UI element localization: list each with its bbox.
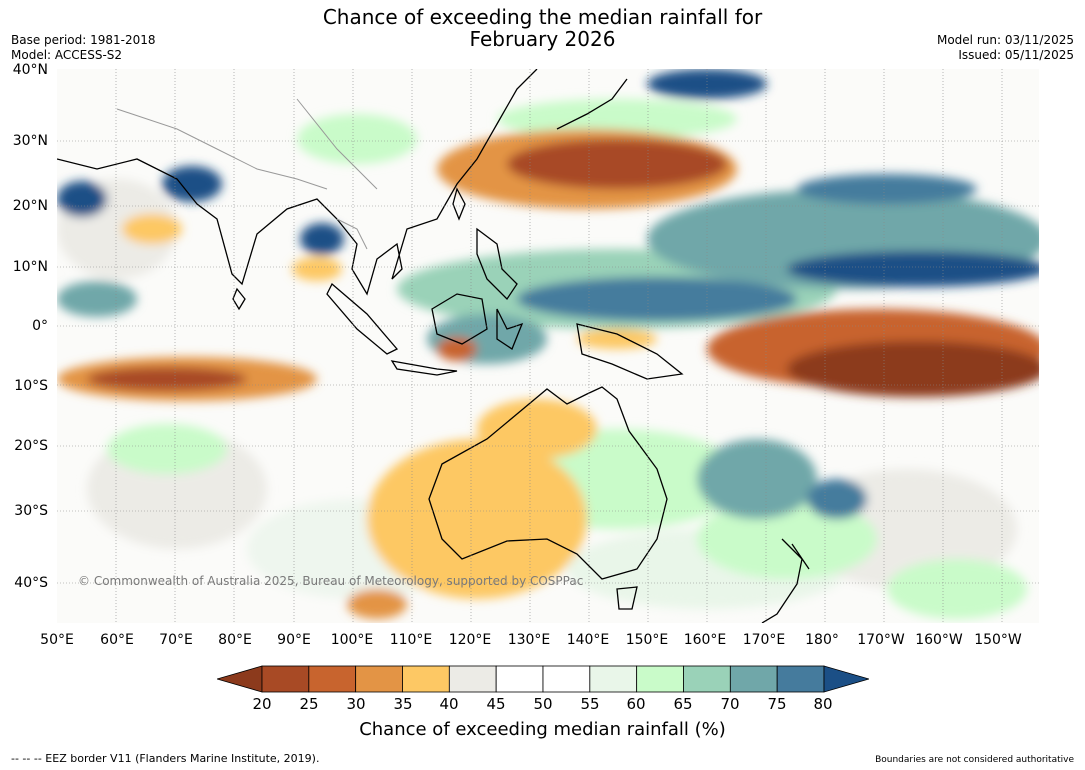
colorbar-swatch: [683, 665, 731, 693]
colorbar-tick: 45: [486, 695, 506, 713]
new-guinea-outline: [576, 323, 684, 380]
colorbar-tick: 60: [626, 695, 646, 713]
sumatra-outline: [326, 282, 399, 355]
java-outline: [390, 360, 458, 376]
lon-label: 130°E: [507, 632, 551, 648]
lon-label: 170°W: [857, 632, 905, 648]
colorbar-tick: 80: [813, 695, 833, 713]
country-borders: [116, 98, 378, 250]
lon-label: 150°E: [625, 632, 669, 648]
lon-label: 140°E: [566, 632, 610, 648]
coastlines: [57, 69, 810, 623]
meta-right: Model run: 03/11/2025 Issued: 05/11/2025: [937, 33, 1074, 63]
issued-date: Issued: 05/11/2025: [958, 48, 1074, 62]
lon-label: 60°E: [100, 632, 134, 648]
colorbar-label: Chance of exceeding median rainfall (%): [359, 719, 726, 740]
colorbar: [217, 665, 869, 693]
colorbar-swatch: [542, 665, 591, 693]
base-period: Base period: 1981-2018: [11, 33, 156, 47]
meta-left: Base period: 1981-2018 Model: ACCESS-S2: [11, 33, 156, 63]
boundary-disclaimer: Boundaries are not considered authoritat…: [875, 755, 1074, 765]
colorbar-tick: 25: [299, 695, 319, 713]
colorbar-tick: 70: [720, 695, 740, 713]
lon-label: 160°W: [915, 632, 963, 648]
japan-outline: [556, 78, 628, 130]
graticule: [57, 69, 1039, 623]
new-zealand-outline: [761, 538, 810, 623]
lat-label: 10°S: [14, 378, 48, 394]
map-title-line1: Chance of exceeding the median rainfall …: [322, 5, 763, 29]
copyright-notice: © Commonwealth of Australia 2025, Bureau…: [78, 574, 584, 588]
lon-label: 150°W: [974, 632, 1022, 648]
lon-label: 50°E: [40, 632, 74, 648]
colorbar-tick: 65: [673, 695, 693, 713]
lat-label: 10°N: [12, 259, 48, 275]
lat-label: 40°N: [12, 62, 48, 78]
colorbar-tick: 20: [252, 695, 272, 713]
lat-label: 0°: [32, 318, 48, 334]
lon-label: 160°E: [683, 632, 727, 648]
colorbar-swatch: [636, 665, 684, 693]
lon-label: 70°E: [159, 632, 193, 648]
lat-label: 40°S: [14, 575, 48, 591]
sri-lanka-outline: [232, 287, 246, 311]
asia-mainland-outline: [57, 69, 538, 296]
lon-label: 180°: [805, 632, 839, 648]
australia-outline: [428, 386, 668, 580]
colorbar-swatch: [448, 665, 497, 693]
colorbar-arrow-high: [823, 665, 869, 693]
colorbar-swatch: [308, 665, 357, 693]
colorbar-tick: 40: [439, 695, 459, 713]
colorbar-arrow-low: [217, 665, 263, 693]
borneo-outline: [431, 293, 488, 345]
lat-label: 20°N: [12, 198, 48, 214]
lon-label: 110°E: [389, 632, 433, 648]
probability-field: [57, 69, 1039, 619]
model-name: Model: ACCESS-S2: [11, 48, 123, 62]
colorbar-swatch: [776, 665, 825, 693]
colorbar-swatch: [355, 665, 403, 693]
colorbar-swatch: [402, 665, 450, 693]
taiwan-outline: [452, 187, 466, 221]
colorbar-swatch: [589, 665, 638, 693]
lat-label: 20°S: [14, 438, 48, 454]
lat-label: 30°N: [12, 133, 48, 149]
model-run: Model run: 03/11/2025: [936, 33, 1074, 47]
colorbar-tick: 75: [767, 695, 787, 713]
lon-label: 170°E: [742, 632, 786, 648]
lon-label: 100°E: [330, 632, 374, 648]
colorbar-swatch: [729, 665, 778, 693]
philippines-outline: [476, 227, 518, 301]
colorbar-tick: 30: [346, 695, 366, 713]
colorbar-swatch: [261, 665, 310, 693]
tasmania-outline: [616, 586, 638, 610]
map-canvas: [57, 69, 1039, 623]
lon-label: 120°E: [448, 632, 492, 648]
map-title-line2: February 2026: [469, 27, 616, 51]
lon-label: 90°E: [277, 632, 311, 648]
colorbar-tick: 55: [580, 695, 600, 713]
colorbar-swatch: [495, 665, 544, 693]
eez-legend: -- -- -- EEZ border V11 (Flanders Marine…: [11, 752, 320, 765]
colorbar-tick: 50: [533, 695, 553, 713]
lat-label: 30°S: [14, 503, 48, 519]
lon-label: 80°E: [218, 632, 252, 648]
sulawesi-outline: [496, 308, 524, 350]
colorbar-tick: 35: [393, 695, 413, 713]
rainfall-map: [57, 69, 1039, 623]
